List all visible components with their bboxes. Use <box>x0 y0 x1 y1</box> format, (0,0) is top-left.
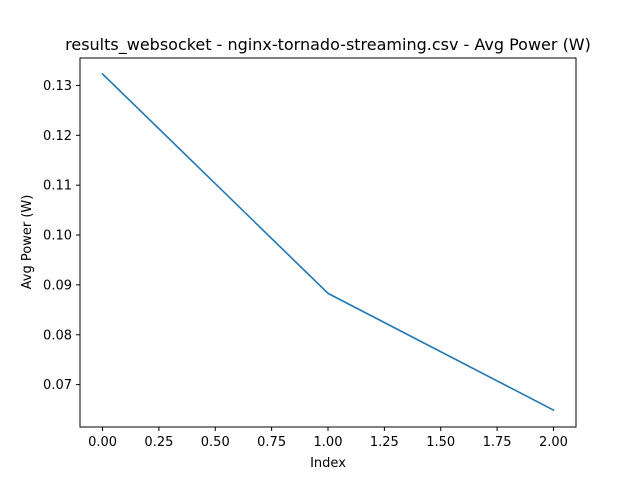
x-tick-label: 1.75 <box>483 435 512 450</box>
x-tick-label: 0.00 <box>88 435 117 450</box>
x-axis-ticks: 0.00 0.25 0.50 0.75 1.00 1.25 1.50 1.75 2.00 <box>88 427 568 450</box>
y-tick-label: 0.12 <box>43 129 72 144</box>
series-line <box>101 72 555 412</box>
x-tick-label: 1.00 <box>314 435 343 450</box>
y-tick-label: 0.07 <box>43 378 72 393</box>
y-tick-label: 0.08 <box>43 328 72 343</box>
chart-title: results_websocket - nginx-tornado-stream… <box>65 35 591 55</box>
x-tick-label: 2.00 <box>539 435 568 450</box>
y-tick-label: 0.11 <box>43 179 72 194</box>
y-axis-label: Avg Power (W) <box>20 195 35 290</box>
plot-area <box>79 57 577 428</box>
x-axis-label: Index <box>310 456 346 471</box>
x-tick-label: 0.25 <box>144 435 173 450</box>
x-tick-label: 0.50 <box>201 435 230 450</box>
y-tick-label: 0.13 <box>43 79 72 94</box>
y-axis-ticks: 0.07 0.08 0.09 0.10 0.11 0.12 0.13 <box>43 79 80 393</box>
x-tick-label: 1.25 <box>370 435 399 450</box>
x-tick-label: 0.75 <box>257 435 286 450</box>
y-tick-label: 0.09 <box>43 278 72 293</box>
series-layer <box>101 72 555 412</box>
x-tick-label: 1.50 <box>426 435 455 450</box>
y-tick-label: 0.10 <box>43 229 72 244</box>
